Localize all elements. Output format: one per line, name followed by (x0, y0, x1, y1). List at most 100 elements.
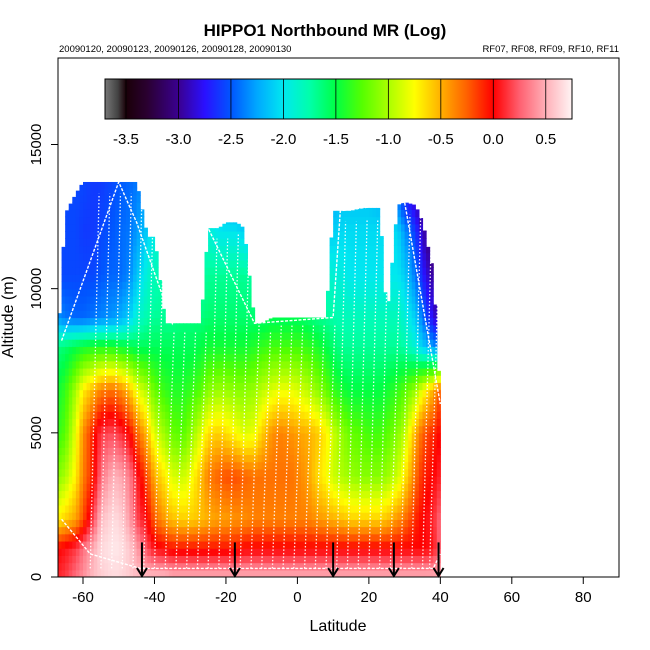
heatmap-cell (293, 375, 298, 383)
heatmap-cell (401, 281, 406, 290)
heatmap-cell (183, 497, 188, 506)
heatmap-cell (333, 295, 338, 304)
heatmap-cell (154, 267, 159, 275)
heatmap-cell (247, 432, 252, 441)
heatmap-cell (115, 194, 120, 203)
heatmap-cell (272, 404, 277, 412)
heatmap-cell (122, 274, 127, 283)
heatmap-cell (411, 425, 416, 434)
heatmap-cell (111, 512, 116, 520)
heatmap-cell (168, 389, 173, 398)
heatmap-cell (140, 339, 145, 347)
heatmap-cell (200, 396, 206, 405)
heatmap-cell (79, 367, 84, 376)
heatmap-cell (275, 353, 281, 362)
heatmap-cell (390, 267, 395, 275)
heatmap-cell (158, 504, 163, 513)
heatmap-cell (147, 468, 152, 477)
heatmap-cell (136, 461, 141, 470)
heatmap-cell (147, 476, 152, 484)
heatmap-cell (322, 317, 327, 326)
heatmap-cell (218, 339, 223, 347)
heatmap-cell (351, 404, 356, 412)
heatmap-cell (86, 353, 91, 362)
heatmap-cell (333, 238, 338, 247)
x-tick-label: 60 (503, 589, 520, 606)
heatmap-cell (240, 252, 245, 261)
heatmap-cell (108, 540, 113, 549)
heatmap-cell (111, 259, 116, 268)
heatmap-cell (422, 230, 427, 232)
heatmap-cell (240, 274, 245, 283)
heatmap-cell (208, 382, 213, 391)
heatmap-cell (329, 519, 334, 528)
heatmap-cell (75, 454, 81, 463)
heatmap-cell (129, 432, 134, 441)
heatmap-cell (368, 454, 374, 463)
heatmap-cell (197, 461, 202, 470)
heatmap-cell (258, 425, 263, 434)
heatmap-cell (343, 447, 349, 456)
heatmap-cell (61, 476, 66, 484)
heatmap-cell (240, 231, 245, 239)
heatmap-cell (329, 555, 334, 564)
heatmap-cell (365, 411, 370, 420)
heatmap-cell (215, 259, 220, 268)
heatmap-cell (397, 432, 402, 441)
heatmap-cell (293, 447, 298, 456)
heatmap-cell (376, 231, 381, 239)
heatmap-cell (150, 367, 156, 376)
heatmap-cell (354, 339, 359, 347)
heatmap-cell (418, 411, 424, 420)
heatmap-cell (154, 512, 159, 520)
heatmap-cell (250, 432, 256, 441)
heatmap-cell (104, 245, 109, 254)
heatmap-cell (311, 468, 316, 477)
heatmap-cell (250, 548, 256, 556)
heatmap-cell (136, 512, 141, 520)
heatmap-cell (65, 339, 70, 347)
heatmap-cell (318, 411, 324, 420)
heatmap-cell (390, 389, 395, 398)
heatmap-cell (136, 483, 141, 492)
heatmap-cell (311, 569, 316, 577)
heatmap-cell (411, 533, 416, 542)
heatmap-cell (300, 490, 306, 499)
heatmap-cell (329, 404, 334, 412)
heatmap-cell (325, 548, 331, 556)
heatmap-cell (429, 367, 434, 376)
heatmap-cell (236, 295, 241, 304)
heatmap-cell (368, 367, 374, 376)
heatmap-cell (433, 526, 438, 535)
heatmap-cell (368, 238, 374, 247)
heatmap-cell (175, 418, 181, 427)
heatmap-cell (208, 317, 213, 326)
heatmap-cell (204, 310, 209, 319)
heatmap-cell (222, 425, 227, 434)
heatmap-cell (236, 404, 241, 412)
heatmap-cell (122, 375, 127, 383)
heatmap-cell (315, 411, 320, 420)
heatmap-cell (354, 360, 359, 369)
heatmap-cell (325, 555, 331, 564)
heatmap-cell (297, 519, 302, 528)
heatmap-cell (418, 382, 424, 391)
heatmap-cell (72, 432, 77, 441)
heatmap-cell (72, 339, 77, 347)
heatmap-cell (325, 512, 331, 520)
heatmap-cell (215, 295, 220, 304)
heatmap-cell (118, 187, 123, 196)
heatmap-cell (401, 259, 406, 268)
heatmap-cell (343, 324, 349, 333)
heatmap-cell (311, 411, 316, 420)
heatmap-cell (351, 533, 356, 542)
heatmap-cell (247, 404, 252, 412)
heatmap-cell (200, 555, 206, 564)
heatmap-cell (122, 533, 127, 542)
heatmap-cell (418, 432, 424, 441)
sounding-profile (261, 330, 272, 569)
heatmap-cell (68, 216, 73, 225)
heatmap-cell (315, 331, 320, 340)
heatmap-cell (100, 512, 106, 520)
heatmap-cell (351, 375, 356, 383)
